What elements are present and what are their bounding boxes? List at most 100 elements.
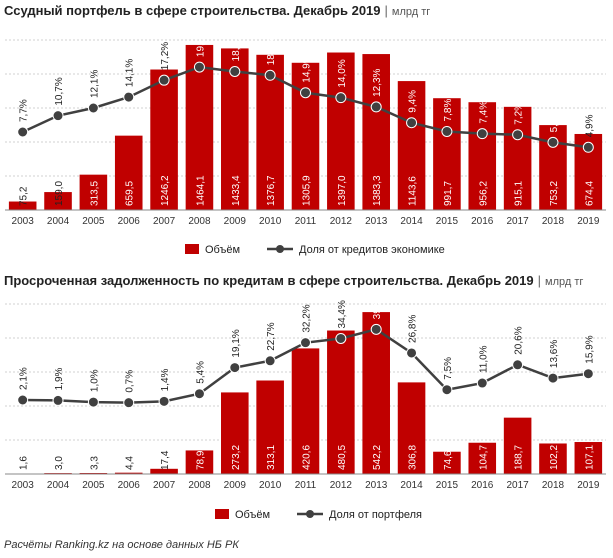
share-label-2015: 7,8% (443, 99, 454, 122)
category-label-2015: 2015 (436, 216, 459, 227)
share-label-2018: 13,6% (549, 340, 560, 368)
share-label-2009: 19,1% (231, 329, 242, 357)
category-label-2018: 2018 (542, 480, 565, 491)
share-point-2011 (300, 337, 311, 349)
category-label-2005: 2005 (82, 480, 105, 491)
share-point-2018 (547, 372, 559, 384)
bar-label-2010: 1376,7 (266, 175, 277, 206)
bar-label-2018: 102,2 (549, 445, 560, 470)
share-label-2004: 10,7% (54, 77, 65, 105)
share-label-2019: 15,9% (584, 335, 595, 363)
bar-label-2009: 273,2 (231, 445, 242, 470)
share-point-2012 (335, 92, 347, 104)
legend-line-label: Доля от кредитов экономике (299, 244, 445, 256)
category-label-2006: 2006 (118, 480, 141, 491)
chart1-title-text: Ссудный портфель в сфере строительства. … (4, 3, 381, 18)
share-label-2007: 17,2% (160, 42, 171, 70)
share-point-2015 (441, 384, 453, 396)
bar-2015 (433, 98, 461, 210)
category-label-2013: 2013 (365, 216, 388, 227)
bar-label-2015: 74,6 (443, 450, 454, 470)
category-label-2008: 2008 (188, 480, 211, 491)
share-point-2015 (441, 125, 453, 137)
bar-label-2013: 1383,3 (372, 175, 383, 206)
bar-label-2007: 17,4 (160, 450, 171, 470)
bar-2012 (327, 330, 355, 474)
legend-line-label: Доля от портфеля (329, 509, 422, 521)
legend-bar-swatch (215, 509, 229, 519)
category-label-2016: 2016 (471, 480, 494, 491)
share-label-2014: 9,4% (408, 90, 419, 113)
chart1-title: Ссудный портфель в сфере строительства. … (4, 3, 430, 18)
bar-label-2006: 4,4 (125, 456, 136, 470)
share-point-2013 (370, 323, 382, 335)
share-point-2017 (512, 359, 524, 371)
share-label-2011: 32,2% (302, 304, 313, 332)
bar-label-2008: 78,9 (195, 450, 206, 470)
share-point-2009 (229, 65, 241, 77)
bar-label-2012: 480,5 (337, 445, 348, 470)
bar-2014 (397, 81, 426, 210)
share-label-2011: 14,9% (302, 54, 313, 82)
share-point-2007 (158, 395, 170, 407)
bar-label-2015: 991,7 (443, 181, 454, 206)
share-point-2009 (229, 362, 241, 374)
bar-label-2008: 1464,1 (195, 175, 206, 206)
share-label-2018: 5,8% (549, 109, 560, 132)
loan-portfolio-chart: 75,2 159,0 313,5 659,5 1246,2 1464,1 1433,4 137… (5, 29, 606, 256)
legend: Объём Доля от портфеля (215, 509, 422, 521)
bar-label-2016: 956,2 (478, 181, 489, 206)
category-label-2012: 2012 (330, 480, 353, 491)
bar-2005 (79, 174, 108, 210)
legend-line-marker (306, 510, 314, 518)
category-label-2009: 2009 (224, 480, 247, 491)
bar-label-2004: 159,0 (54, 181, 65, 206)
share-point-2013 (370, 101, 382, 113)
share-point-2016 (476, 377, 488, 389)
bar-2013 (362, 312, 390, 474)
bar-label-2016: 104,7 (478, 445, 489, 470)
share-point-2011 (300, 87, 311, 99)
share-label-2008: 5,4% (195, 361, 206, 384)
share-point-2010 (264, 355, 276, 367)
category-label-2017: 2017 (506, 480, 529, 491)
category-label-2007: 2007 (153, 480, 176, 491)
bar-2006 (114, 135, 143, 210)
share-point-2003 (17, 394, 29, 406)
bar-2007 (150, 69, 178, 210)
bar-label-2004: 3,0 (54, 456, 65, 470)
share-label-2012: 14,0% (337, 59, 348, 87)
share-point-2010 (264, 69, 276, 81)
share-label-2017: 20,6% (514, 326, 525, 354)
bar-label-2014: 1143,6 (408, 176, 419, 206)
legend-bar-label: Объём (205, 244, 240, 256)
category-label-2003: 2003 (12, 216, 35, 227)
bar-2017 (503, 417, 532, 474)
category-label-2018: 2018 (542, 216, 565, 227)
legend-bar-swatch (185, 244, 199, 254)
share-label-2003: 2,1% (19, 367, 30, 390)
category-label-2003: 2003 (12, 480, 35, 491)
category-label-2011: 2011 (295, 480, 317, 491)
category-label-2008: 2008 (188, 216, 211, 227)
share-label-2003: 7,7% (19, 99, 30, 122)
share-point-2004 (52, 394, 64, 406)
bar-2014 (397, 382, 426, 474)
share-point-2012 (335, 332, 347, 344)
share-point-2008 (193, 388, 205, 400)
share-point-2005 (87, 102, 99, 114)
bar-2008 (185, 450, 214, 474)
share-point-2006 (123, 397, 135, 409)
category-label-2016: 2016 (471, 216, 494, 227)
bar-label-2017: 188,7 (514, 445, 525, 470)
share-point-2004 (52, 110, 64, 122)
bar-label-2017: 915,1 (514, 181, 525, 206)
bar-2010 (256, 380, 284, 474)
bar-2015 (433, 451, 461, 474)
share-point-2014 (406, 117, 418, 129)
legend-line-marker (276, 245, 284, 253)
chart2-unit: млрд тг (545, 276, 584, 288)
category-label-2014: 2014 (400, 480, 423, 491)
bar-2011 (291, 348, 320, 474)
bar-label-2019: 107,1 (584, 445, 595, 470)
